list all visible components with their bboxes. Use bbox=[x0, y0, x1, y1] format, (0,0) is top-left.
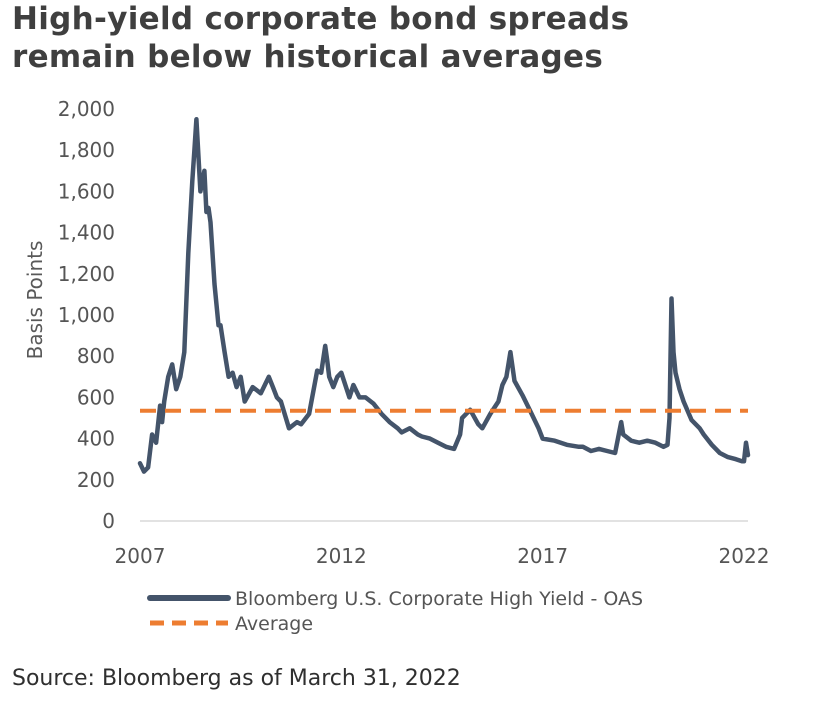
y-tick-label-400: 400 bbox=[77, 427, 115, 451]
source-note: Source: Bloomberg as of March 31, 2022 bbox=[12, 666, 461, 691]
series-line-bloomberg-u-s-corporate-high-yield-oas bbox=[137, 117, 751, 474]
legend-label-oas: Bloomberg U.S. Corporate High Yield - OA… bbox=[235, 588, 643, 610]
y-tick-label-2000: 2,000 bbox=[58, 97, 115, 121]
x-tick-label-2012: 2012 bbox=[316, 544, 367, 568]
y-tick-label-1400: 1,400 bbox=[58, 221, 115, 245]
chart-title-line-1: High-yield corporate bond spreads bbox=[12, 1, 630, 37]
y-tick-label-800: 800 bbox=[77, 344, 115, 368]
legend-label-average: Average bbox=[235, 613, 313, 635]
chart-title-line-2: remain below historical averages bbox=[12, 39, 604, 75]
y-tick-label-200: 200 bbox=[77, 468, 115, 492]
plot-area bbox=[137, 117, 751, 474]
y-tick-label-0: 0 bbox=[102, 509, 115, 533]
x-tick-label-2007: 2007 bbox=[115, 544, 166, 568]
y-tick-label-600: 600 bbox=[77, 385, 115, 409]
y-tick-label-1800: 1,800 bbox=[58, 138, 115, 162]
y-tick-label-1000: 1,000 bbox=[58, 303, 115, 327]
chart-svg: 0 200 400 600 800 1,000 1,200 1,400 1,600 1,800 2,… bbox=[23, 97, 770, 635]
y-tick-label-1600: 1,600 bbox=[58, 179, 115, 203]
y-axis-ticks: 0 200 400 600 800 1,000 1,200 1,400 1,600 1,800 2,… bbox=[58, 97, 115, 533]
y-axis-title: Basis Points bbox=[23, 241, 47, 360]
y-tick-label-1200: 1,200 bbox=[58, 262, 115, 286]
legend: Bloomberg U.S. Corporate High Yield - OA… bbox=[147, 588, 643, 635]
chart-title: High-yield corporate bond spreads remain… bbox=[12, 0, 812, 76]
x-tick-label-2017: 2017 bbox=[517, 544, 568, 568]
x-tick-label-2022: 2022 bbox=[719, 544, 770, 568]
x-axis-ticks: 2007 2012 2017 2022 bbox=[115, 544, 770, 568]
